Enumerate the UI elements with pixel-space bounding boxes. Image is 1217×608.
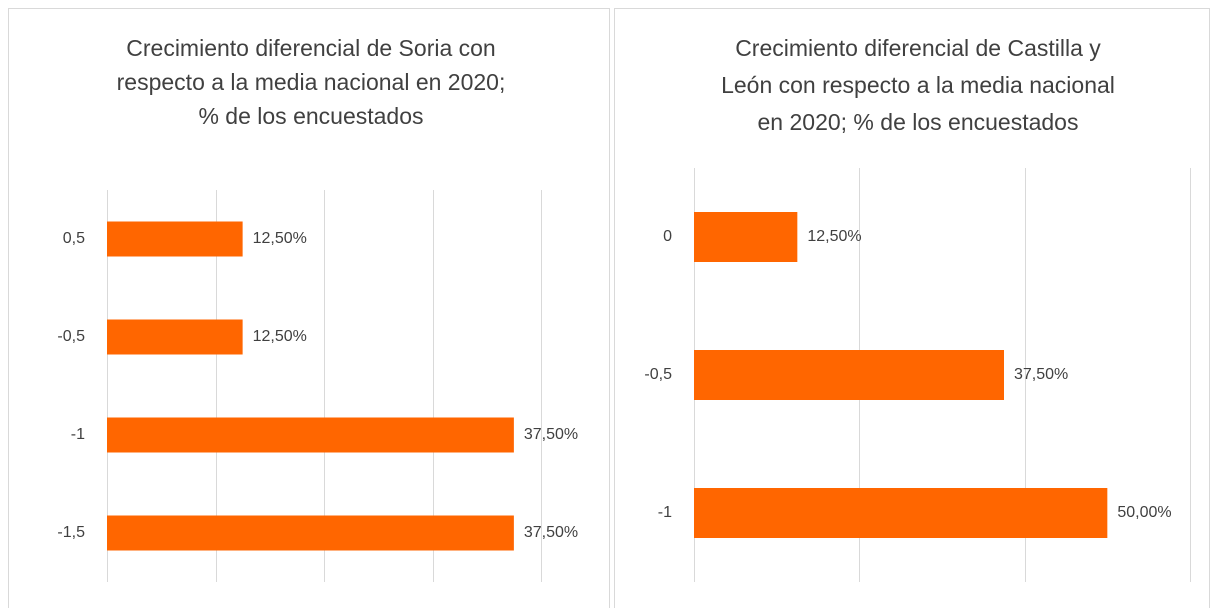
category-label: -1,5 [57,524,85,541]
value-label: 12,50% [253,328,307,345]
value-label: 37,50% [524,524,578,541]
chart-title: en 2020; % de los encuestados [758,109,1079,135]
category-label: -0,5 [57,328,85,345]
bar [694,488,1108,538]
chart-title: % de los encuestados [198,103,423,129]
category-label: 0,5 [63,230,85,247]
category-label: -1 [71,426,85,443]
bar [107,515,514,551]
chart-title: León con respecto a la media nacional [721,72,1115,98]
bar [694,212,798,262]
panel [8,8,610,608]
value-label: 12,50% [807,228,861,245]
category-label: -0,5 [644,366,672,383]
bar [694,350,1004,400]
bar [107,319,243,355]
value-label: 37,50% [524,426,578,443]
chart-title: Crecimiento diferencial de Castilla y [735,35,1101,61]
category-label: 0 [663,228,672,245]
chart-title: Crecimiento diferencial de Soria con [126,35,495,61]
bar [107,417,514,453]
category-label: -1 [658,504,672,521]
value-label: 12,50% [253,230,307,247]
bar [107,221,243,257]
value-label: 37,50% [1014,366,1068,383]
value-label: 50,00% [1117,504,1171,521]
chart-title: respecto a la media nacional en 2020; [117,69,506,95]
